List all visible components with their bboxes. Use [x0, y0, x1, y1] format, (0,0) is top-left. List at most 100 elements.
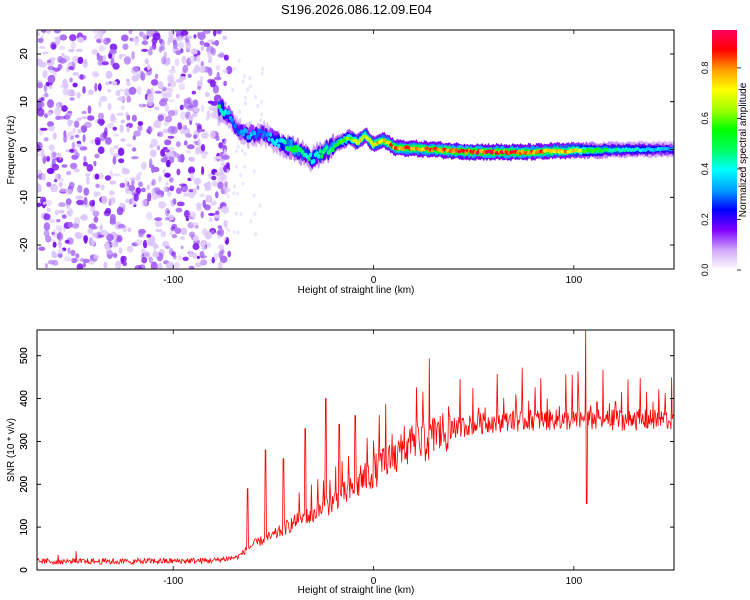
heatmap-noise-blob	[214, 172, 221, 177]
heatmap-noise-blob	[87, 89, 95, 96]
heatmap-noise-blob	[67, 66, 74, 70]
heatmap-noise-blob	[132, 135, 136, 141]
heatmap-noise-blob	[98, 45, 106, 52]
heatmap-noise-blob	[207, 39, 215, 43]
heatmap-noise-blob	[53, 30, 61, 34]
heatmap-noise-blob	[171, 224, 177, 229]
x-tick-label: 0	[371, 275, 377, 286]
heatmap-noise-blob	[89, 200, 95, 207]
heatmap-noise-blob	[82, 161, 88, 167]
heatmap-noise-blob	[105, 81, 110, 86]
heatmap-noise-blob	[213, 214, 221, 219]
heatmap-noise-blob	[169, 185, 175, 192]
heatmap-noise-blob	[212, 84, 219, 94]
heatmap-noise-blob	[200, 144, 206, 152]
heatmap-noise-blob	[141, 48, 149, 53]
heatmap-noise-blob	[115, 260, 122, 269]
heatmap-ridge-cell	[289, 138, 293, 148]
heatmap-noise-blob	[146, 93, 155, 103]
y-tick-label: 10	[19, 96, 30, 108]
heatmap-noise-blob	[99, 95, 108, 102]
heatmap-noise-blob	[196, 80, 203, 89]
heatmap-noise-blob	[68, 49, 74, 53]
y-tick-label: 0	[19, 567, 30, 573]
heatmap-noise-blob	[106, 233, 114, 242]
heatmap-noise-blob	[225, 162, 230, 169]
heatmap-noise-blob	[83, 187, 90, 196]
heatmap-noise-blob	[94, 173, 100, 180]
heatmap-noise-blob	[157, 262, 163, 269]
heatmap-noise-blob	[152, 242, 157, 249]
heatmap-noise-blob	[204, 151, 209, 155]
heatmap-noise-blob	[61, 214, 67, 219]
colorbar-label: Normalized spectral amplitude	[738, 82, 749, 217]
heatmap-noise-blob	[141, 248, 146, 254]
heatmap-noise-blob	[97, 112, 105, 120]
heatmap-noise-blob	[82, 86, 86, 94]
heatmap-noise-blob	[149, 158, 153, 167]
heatmap-noise-blob	[119, 124, 124, 133]
heatmap-noise-blob	[244, 101, 247, 106]
y-tick-label: 10	[19, 96, 30, 108]
heatmap-noise-blob	[181, 55, 187, 64]
heatmap-noise-blob	[234, 164, 238, 169]
heatmap-noise-blob	[92, 210, 100, 217]
heatmap-noise-blob	[80, 214, 88, 221]
heatmap-noise-blob	[177, 255, 183, 261]
heatmap-noise-blob	[197, 32, 206, 41]
heatmap-noise-blob	[241, 79, 245, 84]
heatmap-noise-blob	[72, 91, 76, 97]
heatmap-noise-blob	[106, 122, 115, 129]
heatmap-noise-blob	[192, 188, 197, 195]
heatmap-ridge-cell	[217, 104, 221, 109]
heatmap-noise-blob	[67, 247, 71, 254]
heatmap-noise-blob	[216, 30, 222, 35]
heatmap-noise-blob	[71, 257, 78, 264]
heatmap-noise-blob	[133, 193, 139, 202]
heatmap-noise-blob	[100, 184, 105, 191]
heatmap-noise-blob	[56, 219, 61, 223]
heatmap-noise-blob	[176, 201, 185, 207]
heatmap-noise-blob	[174, 30, 182, 34]
heatmap-noise-blob	[113, 173, 121, 177]
heatmap-noise-blob	[153, 123, 157, 128]
heatmap-noise-blob	[76, 199, 85, 206]
colorbar-tick-label: 0.4	[700, 163, 710, 176]
heatmap-noise-blob	[40, 127, 48, 131]
heatmap-noise-blob	[118, 95, 127, 102]
heatmap-noise-blob	[148, 256, 153, 264]
heatmap-noise-blob	[121, 34, 129, 42]
heatmap-noise-blob	[117, 147, 125, 156]
heatmap-noise-blob	[195, 122, 200, 126]
heatmap-noise-blob	[76, 92, 81, 99]
heatmap-noise-blob	[203, 183, 208, 187]
heatmap-noise-blob	[221, 255, 227, 262]
heatmap-noise-blob	[96, 52, 100, 58]
y-tick-label: 200	[19, 476, 30, 493]
heatmap-ridge-cell	[252, 130, 257, 136]
heatmap-noise-blob	[211, 175, 217, 181]
heatmap-noise-blob	[193, 234, 199, 242]
heatmap-xlabel: Height of straight line (km)	[298, 285, 415, 296]
heatmap-noise-blob	[64, 239, 70, 244]
heatmap-noise-blob	[144, 58, 150, 65]
heatmap-noise-blob	[115, 90, 121, 97]
heatmap-noise-blob	[76, 140, 82, 145]
heatmap-noise-blob	[105, 137, 112, 145]
heatmap-noise-blob	[218, 244, 225, 251]
heatmap-noise-blob	[58, 181, 63, 188]
heatmap-noise-blob	[120, 119, 126, 124]
heatmap-noise-blob	[82, 134, 86, 143]
heatmap-noise-blob	[232, 230, 236, 234]
heatmap-noise-blob	[112, 126, 118, 131]
heatmap-y-ticks: -20 -10 0 10 20	[19, 48, 674, 252]
heatmap-noise-blob	[75, 48, 83, 53]
heatmap-noise-blob	[203, 42, 210, 47]
heatmap-noise-blob	[112, 156, 117, 165]
heatmap-noise-blob	[48, 125, 55, 132]
heatmap-noise-blob	[52, 151, 57, 158]
colorbar: 0.0 0.2 0.4 0.6 0.8 Normalized spectral ampl…	[700, 30, 749, 276]
heatmap-noise-blob	[157, 81, 164, 90]
heatmap-ridge-cell	[368, 138, 372, 142]
heatmap-noise-blob	[131, 50, 135, 60]
